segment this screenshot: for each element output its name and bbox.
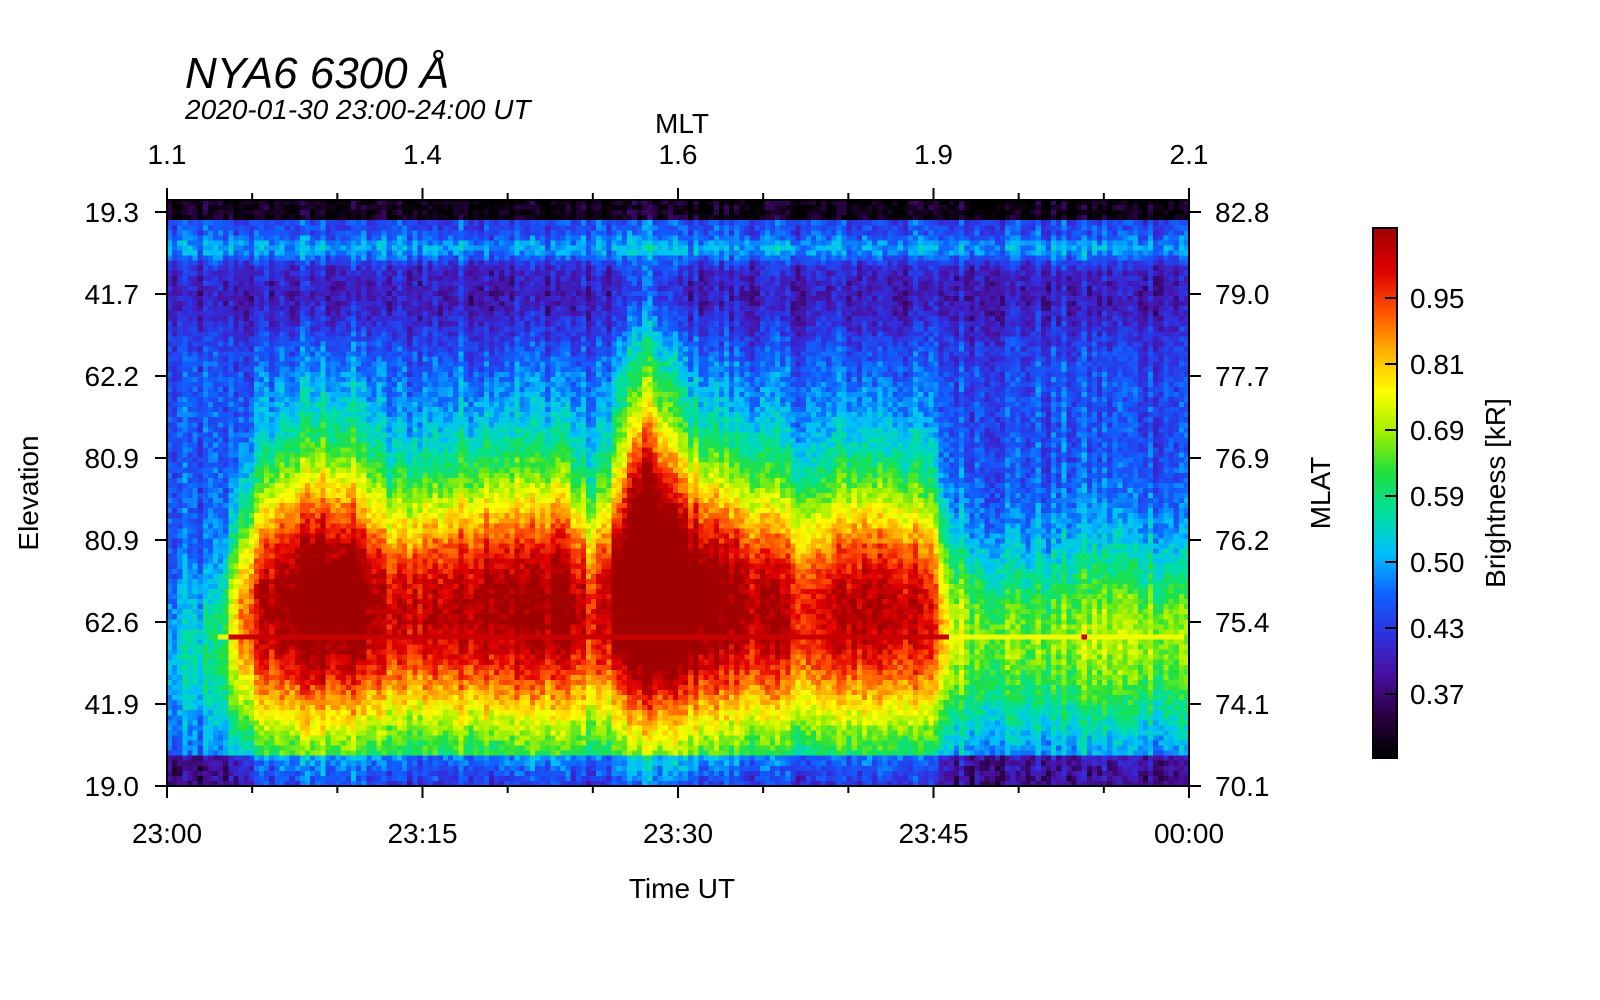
top-tick-label: 1.1	[148, 139, 187, 170]
right-tick-label: 76.9	[1215, 443, 1270, 474]
axis-layer: 23:00 1.1 23:15 1.4 23:30 1.6 23:45 1.9 00:00 2.1…	[85, 139, 1465, 849]
colorbar-tick-label: 0.95	[1410, 283, 1465, 314]
top-tick-label: 1.4	[403, 139, 442, 170]
y-tick-label: 19.0	[85, 771, 140, 802]
colorbar-tick-label: 0.50	[1410, 547, 1465, 578]
colorbar-tick-label: 0.37	[1410, 679, 1465, 710]
x-tick-label: 23:30	[643, 818, 713, 849]
y-axis-label: Elevation	[13, 435, 44, 550]
colorbar-tick-label: 0.59	[1410, 481, 1465, 512]
y-tick-label: 41.9	[85, 689, 140, 720]
x-tick-label: 23:45	[898, 818, 968, 849]
right-tick-label: 82.8	[1215, 197, 1270, 228]
y-tick-label: 62.6	[85, 607, 140, 638]
right-tick-label: 74.1	[1215, 689, 1270, 720]
colorbar-label: Brightness [kR]	[1480, 398, 1511, 588]
colorbar-tick-label: 0.81	[1410, 349, 1465, 380]
right-tick-label: 76.2	[1215, 525, 1270, 556]
top-tick-label: 1.9	[914, 139, 953, 170]
colorbar-tick-label: 0.43	[1410, 613, 1465, 644]
top-tick-label: 1.6	[659, 139, 698, 170]
top-axis-label: MLT	[655, 108, 709, 139]
chart-subtitle: 2020-01-30 23:00-24:00 UT	[184, 94, 532, 125]
keogram-image	[167, 200, 1189, 786]
colorbar-frame	[1372, 227, 1398, 759]
y-tick-label: 80.9	[85, 443, 140, 474]
x-tick-label: 23:00	[132, 818, 202, 849]
top-tick-label: 2.1	[1170, 139, 1209, 170]
plot-frame	[166, 199, 1190, 787]
right-tick-label: 77.7	[1215, 361, 1270, 392]
right-tick-label: 79.0	[1215, 279, 1270, 310]
x-tick-label: 00:00	[1154, 818, 1224, 849]
chart-title: NYA6 6300 Å	[185, 49, 449, 98]
x-tick-label: 23:15	[387, 818, 457, 849]
right-tick-label: 75.4	[1215, 607, 1270, 638]
colorbar-tick-label: 0.69	[1410, 415, 1465, 446]
y-tick-label: 62.2	[85, 361, 140, 392]
y-tick-label: 80.9	[85, 525, 140, 556]
right-axis-label: MLAT	[1305, 457, 1336, 530]
colorbar-gradient	[1373, 228, 1397, 758]
right-tick-label: 70.1	[1215, 771, 1270, 802]
x-axis-label: Time UT	[629, 873, 735, 904]
y-tick-label: 41.7	[85, 279, 140, 310]
y-tick-label: 19.3	[85, 197, 140, 228]
